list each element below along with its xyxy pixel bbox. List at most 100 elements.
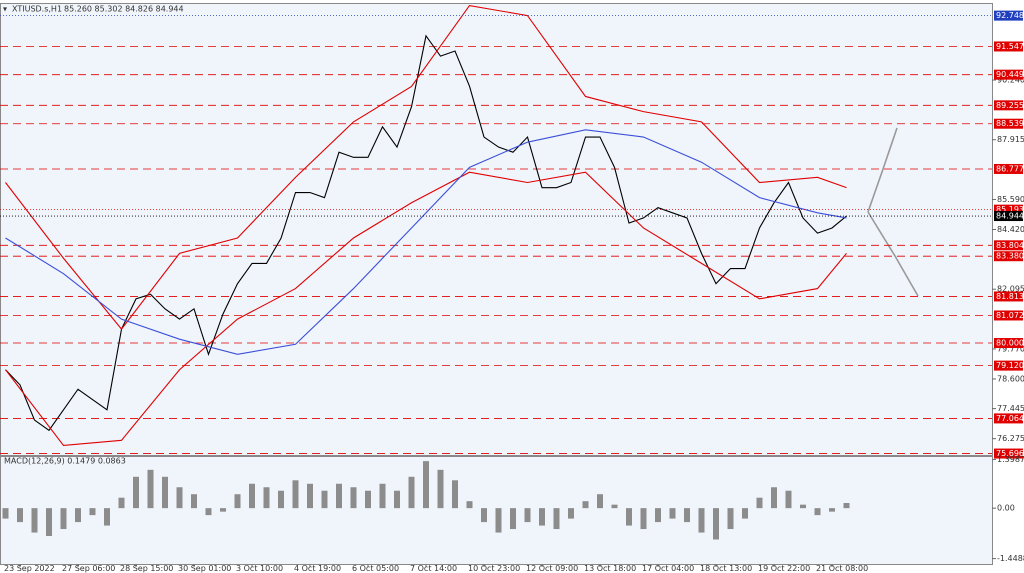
x-tick-label: 27 Sep 06:00 (62, 564, 115, 573)
macd-bar (17, 508, 23, 523)
x-tick-label: 30 Sep 01:00 (178, 564, 231, 573)
marker-label-bg (994, 10, 1023, 21)
macd-bar (611, 504, 618, 509)
level-label-bg (994, 100, 1023, 111)
macd-bar (31, 508, 38, 533)
level-label: 81.813 (996, 292, 1024, 301)
level-label: 86.777 (996, 164, 1024, 173)
macd-bar (365, 490, 371, 509)
macd-bar (771, 487, 777, 509)
marker-label-bg (994, 211, 1023, 222)
macd-bar (104, 508, 110, 526)
y-tick-label: 84.420 (997, 225, 1024, 234)
marker-label-bg (994, 204, 1023, 215)
x-tick-label: 6 Oct 05:00 (352, 564, 399, 573)
macd-bar (626, 508, 632, 526)
macd-bar (742, 508, 748, 519)
x-tick-label: 18 Oct 13:00 (700, 564, 752, 573)
macd-bar (539, 508, 545, 526)
macd-bar (829, 508, 835, 512)
level-label-bg (994, 163, 1023, 174)
x-tick-label: 21 Oct 08:00 (816, 564, 868, 573)
macd-bar (307, 483, 313, 509)
macd-bar (597, 494, 603, 509)
level-label-bg (994, 338, 1023, 349)
macd-bar (495, 508, 502, 533)
x-tick-label: 19 Oct 22:00 (758, 564, 810, 573)
macd-bar (2, 508, 9, 519)
chart-title: XTIUSD.s,H1 (12, 5, 62, 14)
level-label-bg (994, 69, 1023, 80)
macd-bar (118, 497, 125, 509)
level-label-bg (994, 413, 1023, 424)
x-tick-label: 13 Oct 18:00 (584, 564, 636, 573)
macd-bar (698, 508, 705, 533)
macd-bar (568, 508, 574, 519)
macd-bar (147, 469, 154, 509)
level-label-bg (994, 310, 1023, 321)
macd-bar (814, 508, 821, 516)
y-tick-label: -1.4488 (997, 554, 1024, 563)
macd-bar (46, 508, 52, 537)
macd-bar (249, 483, 255, 509)
forecast-arrows (867, 127, 919, 297)
macd-bar (582, 501, 589, 509)
x-tick-label: 28 Sep 15:00 (120, 564, 173, 573)
macd-bar (336, 483, 342, 509)
macd-bar (684, 508, 690, 523)
macd-bar (437, 469, 444, 509)
macd-bar (350, 487, 357, 509)
macd-bar (785, 490, 792, 509)
price-line (5, 171, 847, 447)
marker-label: 92.748 (996, 11, 1024, 20)
macd-bar (220, 508, 226, 512)
macd-bar (292, 480, 299, 509)
level-label-bg (994, 251, 1023, 262)
macd-bar (60, 508, 67, 530)
level-label: 89.255 (996, 101, 1024, 110)
y-tick-label: 78.600 (997, 374, 1024, 383)
symbol-icon: ▾ (3, 5, 7, 14)
x-tick-label: 3 Oct 10:00 (236, 564, 283, 573)
macd-bar (713, 508, 719, 540)
macd-bar (408, 476, 415, 509)
level-label-bg (994, 41, 1023, 52)
macd-bar (481, 508, 487, 523)
macd-bar (452, 480, 458, 509)
level-label-bg (994, 360, 1023, 371)
macd-bar (89, 508, 96, 516)
macd-bar (321, 490, 328, 509)
macd-title: MACD(12,26,9) 0.1479 0.0863 (4, 457, 126, 466)
marker-label: 85.193 (996, 205, 1024, 214)
macd-bar (524, 508, 531, 523)
macd-bar (669, 508, 676, 519)
price-line (5, 4, 847, 331)
level-label: 83.804 (996, 241, 1024, 250)
macd-bar (553, 508, 560, 530)
macd-bar (800, 504, 806, 509)
y-tick-label: 79.770 (997, 344, 1024, 353)
level-label: 77.064 (996, 414, 1024, 423)
macd-bar (510, 508, 516, 530)
x-tick-label: 17 Oct 04:00 (642, 564, 694, 573)
y-tick-label: 76.275 (997, 434, 1024, 443)
x-tick-label: 23 Sep 2022 (4, 564, 55, 573)
ohlc-text: 85.260 85.302 84.826 84.944 (64, 5, 184, 14)
x-tick-label: 12 Oct 09:00 (526, 564, 578, 573)
macd-bar (75, 508, 81, 523)
macd-bar (278, 490, 284, 509)
level-label-bg (994, 240, 1023, 251)
level-label: 83.380 (996, 252, 1024, 261)
level-label: 91.547 (996, 42, 1024, 51)
macd-bar (394, 490, 400, 509)
main-panel (0, 3, 993, 456)
macd-bar (843, 502, 850, 509)
macd-bar (655, 508, 661, 523)
marker-label: 84.944 (996, 212, 1024, 221)
y-tick-label: 82.095 (997, 285, 1024, 294)
level-label: 90.449 (996, 70, 1024, 79)
level-label-bg (994, 448, 1023, 459)
macd-bar (640, 508, 647, 530)
forecast-up (867, 127, 898, 213)
